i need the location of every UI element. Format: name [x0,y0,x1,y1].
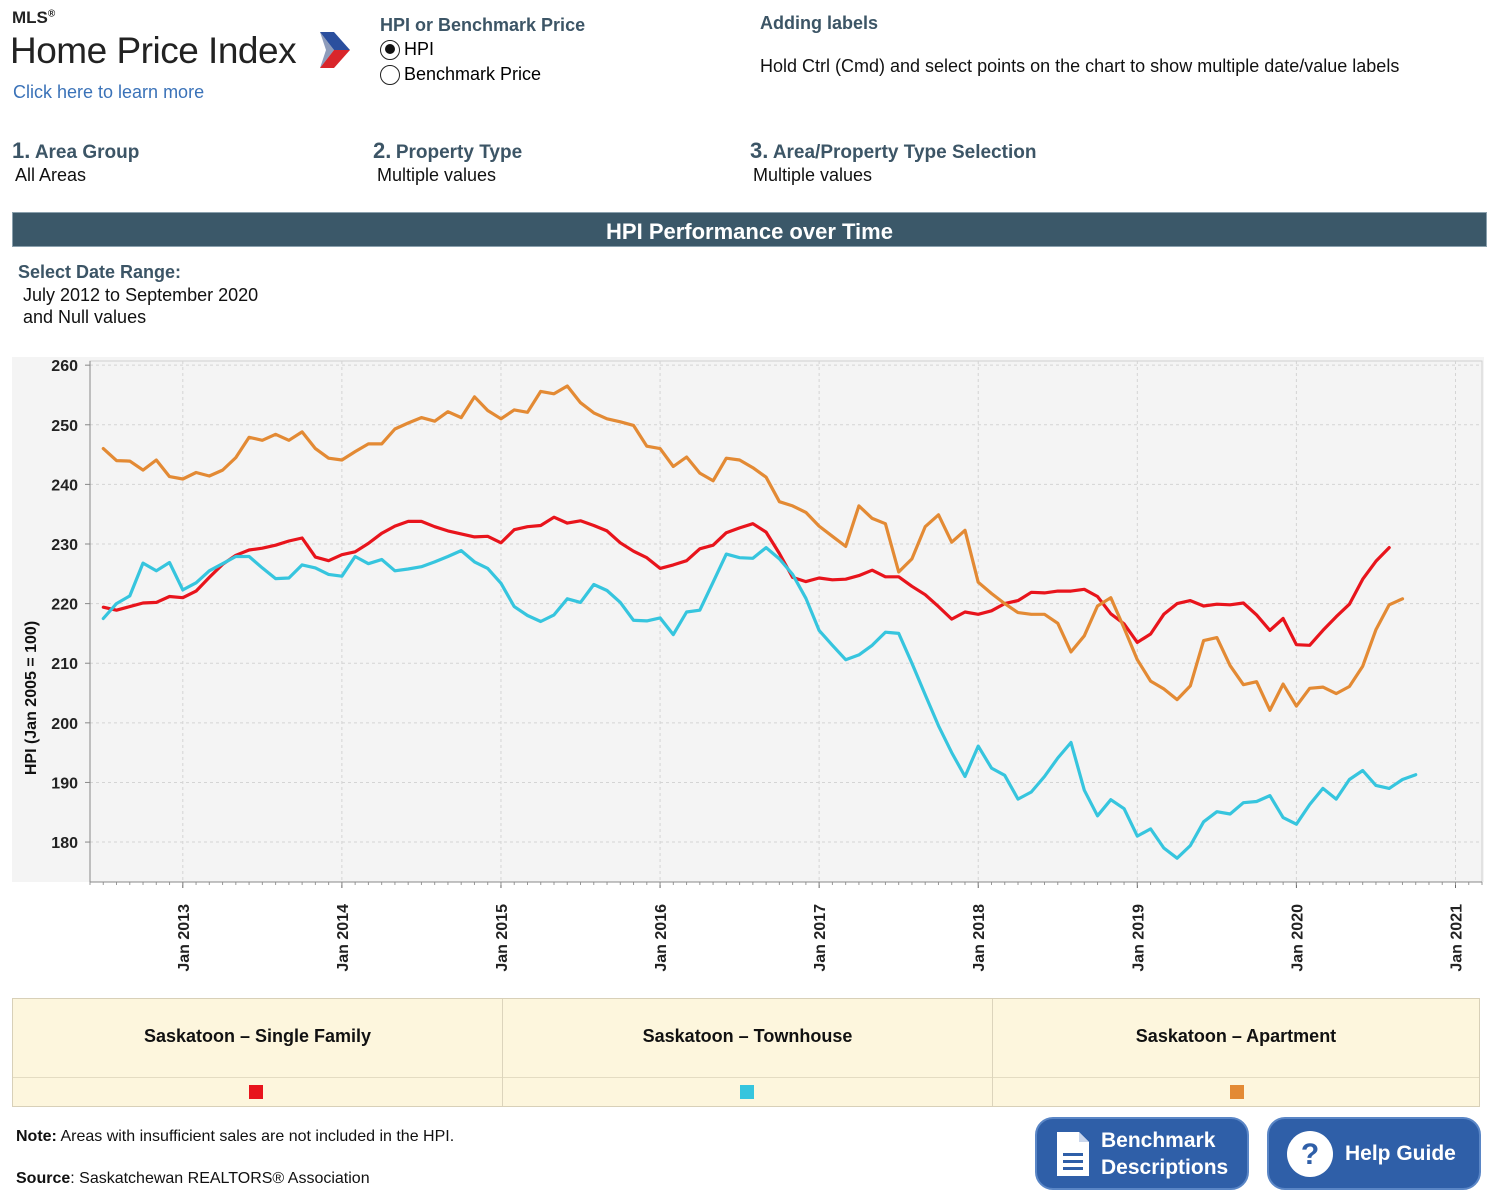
benchmark-descriptions-label: Benchmark Descriptions [1101,1127,1228,1181]
legend-swatch-townhouse [740,1085,754,1099]
radio-hpi-indicator[interactable] [380,39,400,60]
legend-item-apartment[interactable]: Saskatoon – Apartment [993,999,1479,1106]
help-guide-button[interactable]: ? Help Guide [1267,1117,1481,1190]
source-text: Source: Saskatchewan REALTORS® Associati… [16,1170,370,1188]
mls-logo-text: MLS® [12,8,55,28]
legend: Saskatoon – Single Family Saskatoon – To… [12,998,1480,1107]
area-property-selection-select[interactable]: Multiple values [753,165,873,185]
x-axis-background [12,882,1484,989]
note-label: Note: [16,1128,57,1145]
filter-3-title: Area/Property Type Selection [772,142,1037,163]
logo-mls-label: MLS [12,8,48,27]
filter-3-number: 3. [750,138,769,163]
legend-separator [503,1077,992,1078]
logo-registered-mark: ® [47,8,56,20]
filter-2-title: Property Type [395,142,523,163]
legend-swatch-apartment [1230,1085,1244,1099]
benchmark-label-line2: Descriptions [1101,1155,1229,1179]
benchmark-descriptions-button[interactable]: Benchmark Descriptions [1035,1117,1249,1190]
series-line-single-family[interactable] [101,515,1391,647]
x-tick-label: Jan 2019 [1130,904,1147,972]
date-range-null[interactable]: and Null values [23,307,147,327]
x-tick-label: Jan 2017 [812,904,829,972]
legend-separator [13,1077,502,1078]
svg-text:?: ? [1301,1138,1319,1171]
source-label: Source [16,1170,71,1187]
date-range-value[interactable]: July 2012 to September 2020 [23,285,259,305]
property-type-select[interactable]: Multiple values [377,165,497,185]
y-tick-label: 260 [51,358,78,375]
document-icon [1057,1131,1089,1176]
x-tick-label: Jan 2013 [176,904,193,972]
legend-label-townhouse: Saskatoon – Townhouse [642,1026,853,1046]
question-icon: ? [1287,1130,1333,1177]
logo-title: Home Price Index [10,30,297,71]
series-line-townhouse[interactable] [101,546,1418,860]
radio-hpi-label: HPI [404,39,435,59]
adding-labels-text: Hold Ctrl (Cmd) and select points on the… [760,56,1400,76]
y-axis-label: HPI (Jan 2005 = 100) [23,621,40,775]
legend-label-single-family: Saskatoon – Single Family [143,1026,372,1046]
hpi-line-chart[interactable]: 180 190 200 210 220 230 240 250 260 Jan 2013 Jan 2… [12,357,1484,989]
y-tick-label: 230 [51,537,78,554]
filter-area-group: 1. Area Group [12,138,139,164]
x-tick-label: Jan 2020 [1289,904,1306,972]
plot-area [89,360,1483,883]
note-body: Areas with insufficient sales are not in… [56,1128,455,1145]
x-tick-label: Jan 2018 [971,904,988,972]
source-body: : Saskatchewan REALTORS® Association [70,1170,370,1187]
filter-1-number: 1. [12,138,31,163]
y-tick-label: 200 [51,716,78,733]
legend-item-single-family[interactable]: Saskatoon – Single Family [13,999,502,1106]
x-tick-label: Jan 2016 [653,904,670,972]
x-tick-label: Jan 2021 [1448,904,1465,972]
radio-hpi[interactable]: HPI [380,39,434,60]
x-tick-label: Jan 2015 [494,904,511,972]
x-tick-label: Jan 2014 [335,904,352,972]
legend-label-apartment: Saskatoon – Apartment [1135,1026,1337,1046]
series-line-apartment[interactable] [101,384,1405,712]
legend-divider [502,999,503,1106]
date-range-label: Select Date Range: [18,262,182,282]
legend-item-townhouse[interactable]: Saskatoon – Townhouse [503,999,992,1106]
filter-property-type: 2. Property Type [373,138,522,164]
y-tick-label: 250 [51,418,78,435]
learn-more-link[interactable]: Click here to learn more [13,82,205,102]
benchmark-label-line1: Benchmark [1101,1128,1216,1152]
section-banner: HPI Performance over Time [12,212,1487,247]
y-tick-label: 220 [51,597,78,614]
y-tick-label: 180 [51,835,78,852]
help-guide-label: Help Guide [1345,1142,1456,1165]
legend-divider [992,999,993,1106]
radio-benchmark-price[interactable]: Benchmark Price [380,64,541,85]
y-tick-label: 240 [51,477,78,494]
radio-benchmark-indicator[interactable] [380,64,400,85]
adding-labels-title: Adding labels [760,13,879,33]
filter-area-property-selection: 3. Area/Property Type Selection [750,138,1036,164]
note-text: Note: Areas with insufficient sales are … [16,1128,454,1146]
y-tick-label: 190 [51,775,78,792]
y-tick-label: 210 [51,656,78,673]
logo-chevron-icon [320,32,350,68]
radio-benchmark-label: Benchmark Price [404,64,542,84]
filter-1-title: Area Group [34,142,140,163]
legend-swatch-single-family [249,1085,263,1099]
measure-label: HPI or Benchmark Price [380,15,586,35]
filter-2-number: 2. [373,138,392,163]
legend-separator [993,1077,1479,1078]
area-group-select[interactable]: All Areas [15,165,87,185]
